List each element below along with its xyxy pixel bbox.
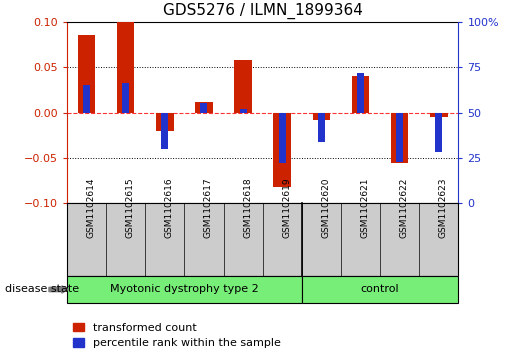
Bar	[313, 113, 330, 120]
Bar	[156, 113, 174, 131]
Text: disease state: disease state	[5, 285, 79, 294]
Bar	[78, 36, 95, 113]
Bar	[161, 113, 168, 149]
Text: GSM1102615: GSM1102615	[126, 177, 134, 238]
Bar	[67, 276, 302, 303]
Bar	[239, 109, 247, 113]
Text: GSM1102619: GSM1102619	[282, 177, 291, 238]
Bar	[302, 276, 458, 303]
Bar	[279, 113, 286, 163]
Text: GSM1102614: GSM1102614	[87, 178, 95, 238]
Bar	[352, 76, 369, 113]
Text: GSM1102621: GSM1102621	[360, 178, 369, 238]
Title: GDS5276 / ILMN_1899364: GDS5276 / ILMN_1899364	[163, 3, 363, 19]
Bar	[122, 83, 129, 113]
Bar	[195, 102, 213, 113]
Bar	[318, 113, 325, 142]
Text: GSM1102616: GSM1102616	[165, 177, 174, 238]
Text: Myotonic dystrophy type 2: Myotonic dystrophy type 2	[110, 285, 259, 294]
Text: GSM1102622: GSM1102622	[400, 178, 408, 238]
Text: GSM1102623: GSM1102623	[439, 178, 448, 238]
Text: control: control	[361, 285, 400, 294]
Bar	[234, 60, 252, 113]
Bar	[396, 113, 403, 162]
Bar	[200, 103, 208, 113]
Bar	[430, 113, 448, 117]
Bar	[83, 85, 90, 113]
Bar	[117, 22, 134, 113]
Legend: transformed count, percentile rank within the sample: transformed count, percentile rank withi…	[73, 323, 280, 348]
Text: GSM1102617: GSM1102617	[204, 177, 213, 238]
Text: GSM1102620: GSM1102620	[321, 178, 330, 238]
Bar	[357, 73, 364, 113]
Bar	[391, 113, 408, 163]
Bar	[273, 113, 291, 187]
Text: GSM1102618: GSM1102618	[243, 177, 252, 238]
Bar	[435, 113, 442, 152]
